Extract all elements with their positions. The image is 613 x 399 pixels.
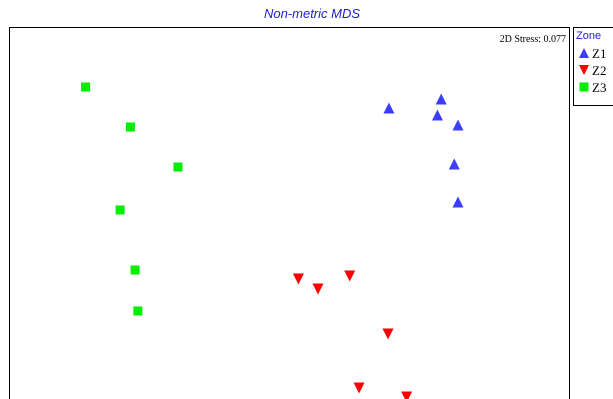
legend-label-z1: Z1 [592,46,606,61]
point-z2-3 [312,283,324,295]
legend: Zone Z1 Z2 Z3 [573,27,613,106]
point-z1-5 [448,158,460,170]
point-z2-2 [292,273,304,285]
chart-markers [81,82,464,399]
point-z1-6 [452,196,464,208]
point-z3-1 [81,82,91,92]
point-z3-2 [125,122,135,132]
point-z2-5 [353,382,365,394]
point-z1-2 [383,102,395,114]
plot-frame [9,27,570,399]
point-z3-6 [133,306,143,316]
legend-marker-z2 [579,65,589,75]
point-z1-4 [452,119,464,131]
point-z3-4 [115,205,125,215]
point-z2-6 [401,391,413,399]
point-z2-4 [382,328,394,340]
point-z3-3 [173,162,183,172]
stress-annotation: 2D Stress: 0.077 [500,34,566,45]
legend-label-z3: Z3 [592,80,606,95]
legend-title: Zone [576,30,601,42]
legend-entries: Z1 Z2 Z3 [579,46,606,95]
legend-label-z2: Z2 [592,63,606,78]
point-z2-1 [344,270,356,282]
legend-marker-z1 [579,48,589,58]
point-z1-3 [431,109,443,121]
chart-title: Non-metric MDS [264,6,360,21]
point-z3-5 [130,265,140,275]
point-z1-1 [435,93,447,105]
legend-marker-z3 [579,82,589,92]
